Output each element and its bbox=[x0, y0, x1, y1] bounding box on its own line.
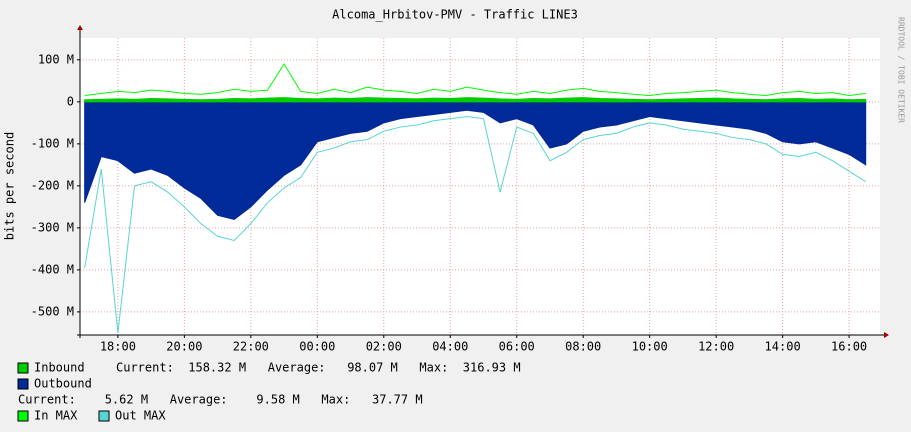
axis-arrow bbox=[77, 25, 83, 30]
legend-swatch bbox=[17, 378, 29, 390]
area bbox=[84, 97, 867, 103]
y-tick-label: -400 M bbox=[31, 262, 74, 276]
y-tick-label: 0 bbox=[67, 94, 74, 108]
y-tick-label: -100 M bbox=[31, 136, 74, 150]
legend-label: Inbound bbox=[34, 361, 85, 375]
x-tick-label: 20:00 bbox=[166, 340, 202, 354]
line bbox=[84, 116, 866, 333]
x-tick-label: 22:00 bbox=[233, 340, 269, 354]
x-tick-label: 18:00 bbox=[100, 340, 136, 354]
y-tick-label: 100 M bbox=[38, 52, 74, 66]
x-tick-label: 08:00 bbox=[565, 340, 601, 354]
x-tick-label: 02:00 bbox=[366, 340, 402, 354]
x-tick-label: 04:00 bbox=[432, 340, 468, 354]
line bbox=[84, 63, 866, 97]
legend-swatch bbox=[98, 410, 110, 422]
legend-label: Out MAX bbox=[115, 409, 166, 423]
x-tick-label: 14:00 bbox=[765, 340, 801, 354]
y-tick-label: -500 M bbox=[31, 304, 74, 318]
x-tick-label: 00:00 bbox=[299, 340, 335, 354]
side-label: RRDTOOL / TOBI OETIKER bbox=[897, 17, 906, 123]
legend-stats: Current: 5.62 M Average: 9.58 M Max: 37.… bbox=[18, 393, 423, 407]
x-tick-label: 16:00 bbox=[831, 340, 867, 354]
axis-arrow bbox=[884, 332, 889, 338]
y-tick-label: -200 M bbox=[31, 178, 74, 192]
legend-swatch bbox=[17, 410, 29, 422]
y-tick-label: -300 M bbox=[31, 220, 74, 234]
x-tick-label: 12:00 bbox=[698, 340, 734, 354]
legend-swatch bbox=[17, 362, 29, 374]
x-tick-label: 06:00 bbox=[499, 340, 535, 354]
legend-label: Outbound bbox=[34, 377, 92, 391]
area bbox=[84, 101, 867, 221]
y-axis-label: bits per second bbox=[3, 132, 17, 240]
chart-title: Alcoma_Hrbitov-PMV - Traffic LINE3 bbox=[332, 8, 578, 22]
legend-label: In MAX bbox=[34, 409, 78, 423]
legend-stats: Current: 158.32 M Average: 98.07 M Max: … bbox=[116, 361, 521, 375]
x-tick-label: 10:00 bbox=[632, 340, 668, 354]
